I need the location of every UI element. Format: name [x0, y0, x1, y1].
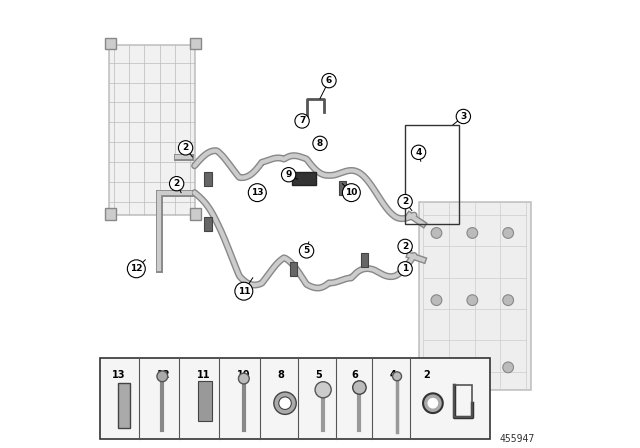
Text: 1: 1 — [402, 264, 408, 273]
Circle shape — [423, 393, 443, 413]
Circle shape — [398, 194, 412, 209]
FancyBboxPatch shape — [292, 172, 316, 185]
Circle shape — [431, 295, 442, 306]
FancyBboxPatch shape — [105, 38, 116, 49]
Circle shape — [456, 109, 470, 124]
FancyBboxPatch shape — [105, 208, 116, 220]
Bar — [361, 253, 369, 267]
Text: 10: 10 — [237, 370, 251, 379]
Circle shape — [398, 262, 412, 276]
Text: 5: 5 — [316, 370, 323, 379]
Text: 11: 11 — [237, 287, 250, 296]
Text: 455947: 455947 — [500, 434, 535, 444]
Bar — [118, 383, 130, 428]
Circle shape — [235, 282, 253, 300]
Circle shape — [295, 114, 309, 128]
Circle shape — [398, 239, 412, 254]
Circle shape — [315, 382, 332, 398]
Text: 6: 6 — [326, 76, 332, 85]
Text: 12: 12 — [157, 370, 170, 379]
Bar — [100, 358, 490, 439]
Circle shape — [342, 184, 360, 202]
Text: 13: 13 — [112, 370, 125, 379]
Circle shape — [127, 260, 145, 278]
Circle shape — [353, 381, 366, 394]
FancyBboxPatch shape — [109, 45, 195, 215]
Circle shape — [467, 228, 477, 238]
Circle shape — [503, 295, 513, 306]
Circle shape — [170, 177, 184, 191]
Bar — [405, 125, 459, 224]
Circle shape — [248, 184, 266, 202]
Circle shape — [467, 295, 477, 306]
Circle shape — [392, 372, 401, 381]
Circle shape — [503, 362, 513, 373]
Bar — [454, 385, 472, 417]
Text: 2: 2 — [173, 179, 180, 188]
FancyBboxPatch shape — [190, 208, 202, 220]
Text: 2: 2 — [182, 143, 189, 152]
Text: 8: 8 — [278, 370, 284, 379]
Circle shape — [179, 141, 193, 155]
Bar — [198, 381, 212, 421]
Circle shape — [503, 228, 513, 238]
Circle shape — [239, 373, 249, 384]
Text: 7: 7 — [299, 116, 305, 125]
Text: 2: 2 — [423, 370, 430, 379]
Text: 6: 6 — [351, 370, 358, 379]
Circle shape — [467, 362, 477, 373]
Circle shape — [274, 392, 296, 414]
Circle shape — [412, 145, 426, 159]
Circle shape — [300, 244, 314, 258]
Circle shape — [282, 168, 296, 182]
Circle shape — [431, 362, 442, 373]
Text: 5: 5 — [303, 246, 310, 255]
Text: 2: 2 — [402, 242, 408, 251]
Text: 4: 4 — [389, 370, 396, 379]
Text: 12: 12 — [130, 264, 143, 273]
Bar — [204, 172, 212, 186]
Circle shape — [157, 371, 168, 382]
Text: 13: 13 — [251, 188, 264, 197]
Bar — [339, 181, 346, 195]
Circle shape — [431, 228, 442, 238]
Text: 9: 9 — [285, 170, 292, 179]
Circle shape — [322, 73, 336, 88]
Bar — [204, 217, 212, 231]
Bar — [289, 262, 297, 276]
Text: 3: 3 — [460, 112, 467, 121]
Text: 10: 10 — [345, 188, 358, 197]
Text: 8: 8 — [317, 139, 323, 148]
Text: 4: 4 — [415, 148, 422, 157]
Circle shape — [428, 398, 438, 409]
FancyBboxPatch shape — [190, 38, 202, 49]
Circle shape — [279, 397, 291, 409]
Circle shape — [313, 136, 327, 151]
Text: 11: 11 — [197, 370, 211, 379]
Text: 2: 2 — [402, 197, 408, 206]
FancyBboxPatch shape — [419, 202, 531, 390]
